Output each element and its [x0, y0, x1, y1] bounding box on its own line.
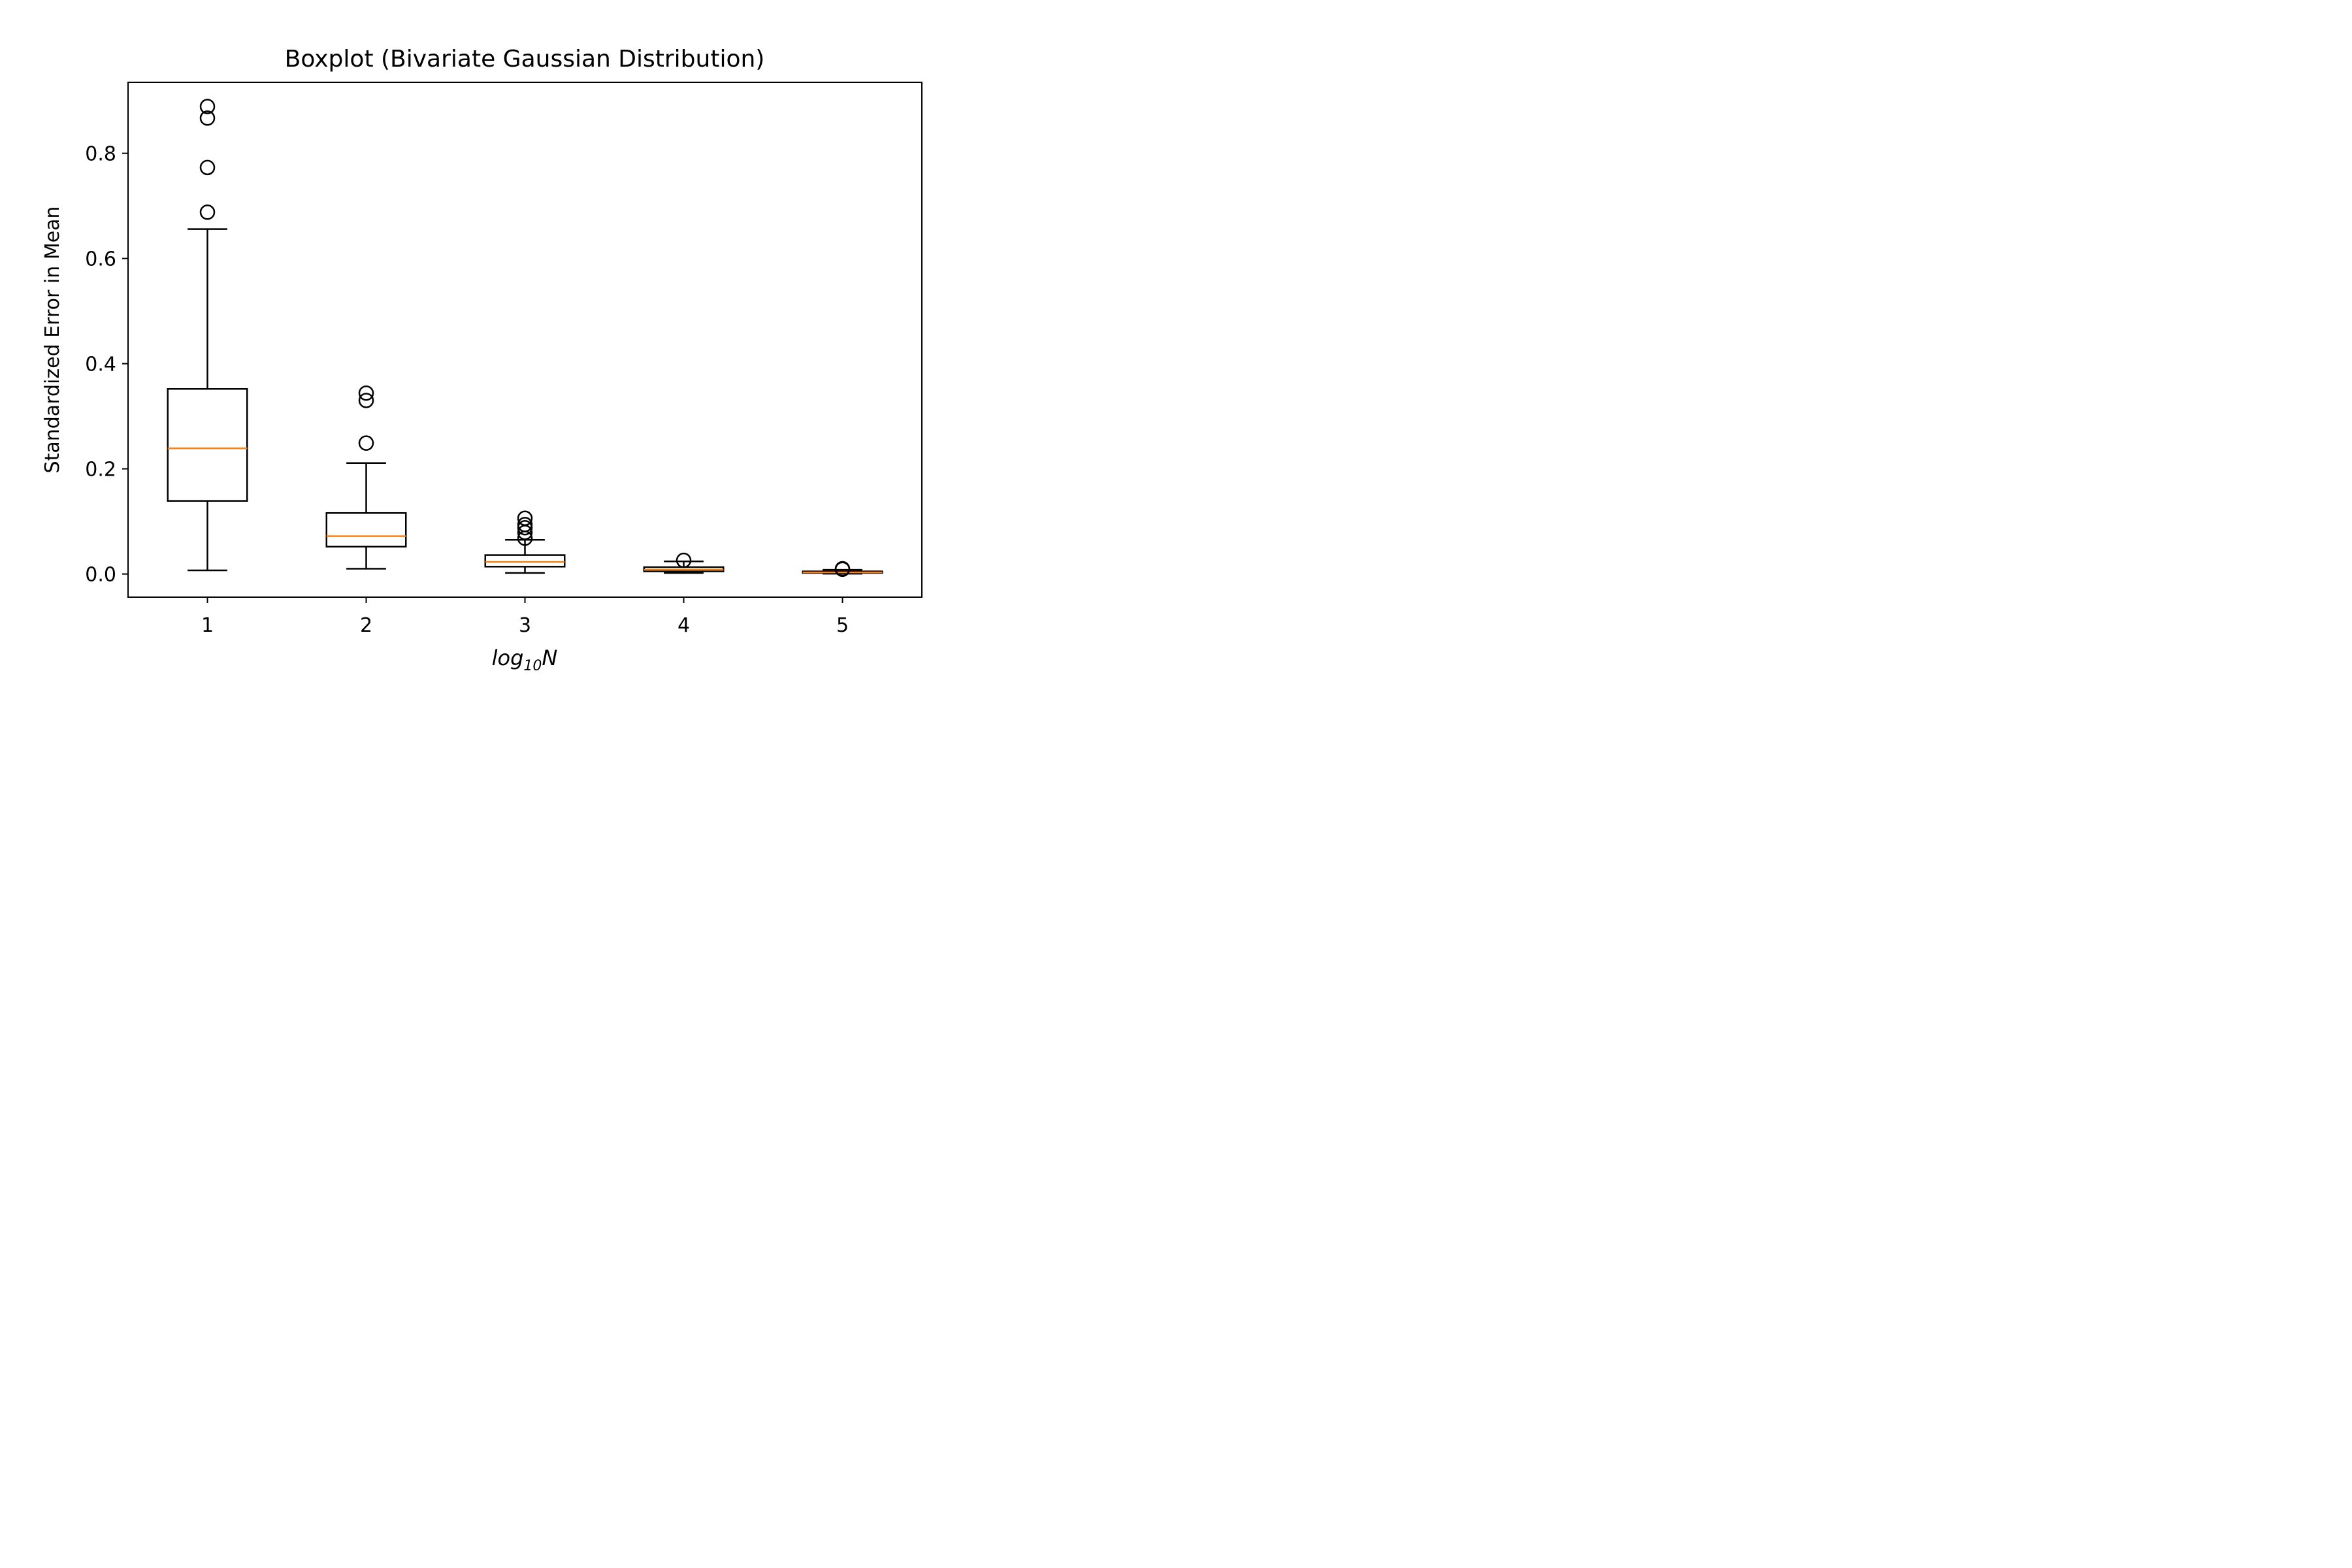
flier-point [517, 510, 533, 527]
box [167, 388, 248, 502]
flier-point [358, 385, 374, 401]
x-tick-label: 3 [519, 614, 531, 637]
y-tick-label: 0.4 [85, 353, 116, 376]
flier-point [676, 552, 692, 568]
box-group-4 [643, 552, 725, 574]
flier-point [834, 561, 851, 577]
x-axis-label-subscript: 10 [523, 658, 542, 674]
x-tick-label: 5 [836, 614, 849, 637]
box-group-3 [484, 510, 566, 574]
box-group-1 [167, 99, 248, 572]
flier-point [199, 110, 216, 126]
y-axis-label: Standardized Error in Mean [41, 206, 64, 474]
flier-point [358, 435, 374, 451]
y-tick-label: 0.2 [85, 459, 116, 482]
x-tick-label: 2 [360, 614, 372, 637]
flier-point [199, 159, 216, 176]
plot-marks [167, 99, 883, 578]
chart-title: Boxplot (Bivariate Gaussian Distribution… [285, 46, 765, 73]
y-tick-label: 0.0 [85, 564, 116, 587]
boxplot-chart: Boxplot (Bivariate Gaussian Distribution… [41, 46, 923, 674]
plot-frame [127, 82, 923, 598]
x-tick-label: 4 [678, 614, 690, 637]
flier-point [199, 99, 216, 114]
box [484, 554, 566, 568]
y-tick-label: 0.8 [85, 143, 116, 166]
x-axis-label: log10N [492, 645, 558, 674]
box-group-2 [325, 385, 407, 570]
x-tick-label: 1 [201, 614, 214, 637]
box-group-5 [802, 561, 883, 578]
x-axis-label-tail: N [542, 645, 557, 670]
flier-point [358, 393, 374, 408]
box [325, 512, 407, 547]
axes-group: 1 2 3 4 5 0.0 0.2 0.4 0.6 0.8 [85, 143, 849, 637]
flier-point [517, 517, 533, 532]
y-tick-label: 0.6 [85, 248, 116, 271]
flier-point [199, 204, 216, 220]
x-axis-label-main: log [492, 645, 524, 670]
